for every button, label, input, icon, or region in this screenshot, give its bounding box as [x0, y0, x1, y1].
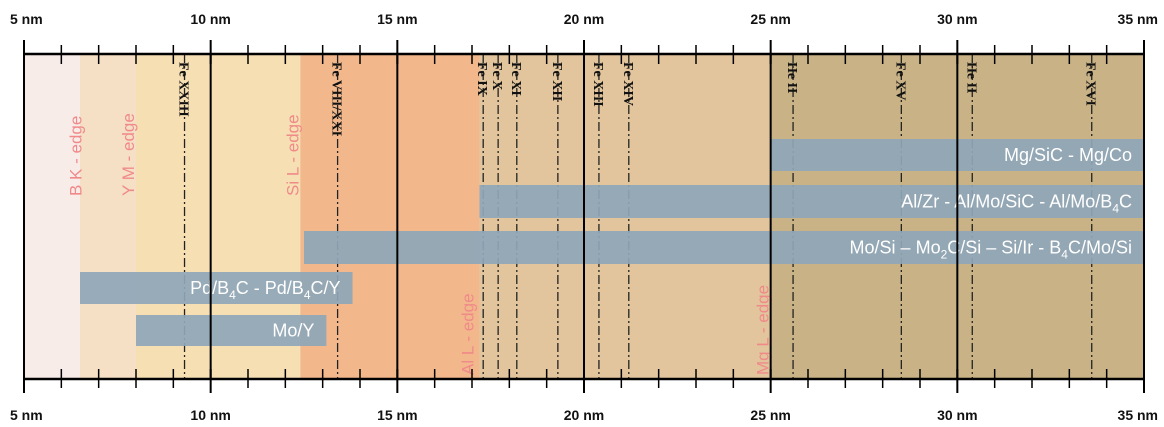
- top-tick-label: 5 nm: [10, 11, 43, 27]
- coating-band: [80, 272, 353, 304]
- edge-label: Y M - edge: [119, 113, 138, 196]
- emission-line-label: Fe XI: [508, 62, 523, 96]
- top-tick-label: 20 nm: [564, 11, 604, 27]
- top-tick-label: 25 nm: [750, 11, 790, 27]
- top-tick-label: 35 nm: [1118, 11, 1158, 27]
- emission-line-label: Fe X: [489, 62, 504, 90]
- region-3: [300, 54, 480, 379]
- emission-line-label: Fe XXIII: [176, 62, 191, 117]
- coating-band: [136, 315, 327, 346]
- bottom-tick-label: 15 nm: [377, 407, 417, 423]
- bottom-tick-label: 20 nm: [564, 407, 604, 423]
- bottom-tick-label: 10 nm: [190, 407, 230, 423]
- emission-line-label: He II: [784, 62, 799, 94]
- emission-line-label: Fe XII: [549, 62, 564, 101]
- emission-line-label: Fe XV: [892, 62, 907, 101]
- coating-band-label: Mo/Si – Mo2C/Si – Si/Ir - B4C/Mo/Si: [850, 238, 1132, 262]
- top-tick-label: 10 nm: [190, 11, 230, 27]
- coating-bands: Mg/SiC - Mg/Co Al/Zr - Al/Mo/SiC - Al/Mo/…: [80, 139, 1144, 346]
- emission-line-label: Fe XVI: [1083, 62, 1098, 106]
- bottom-tick-label: 30 nm: [937, 407, 977, 423]
- absorption-edges: B K - edge Y M - edge Si L - edge Al L - ed…: [67, 113, 773, 375]
- emission-line-label: He II: [963, 62, 978, 94]
- coating-band-label: Pd/B4C - Pd/B4C/Y: [190, 278, 340, 302]
- top-tick-label: 15 nm: [377, 11, 417, 27]
- emission-line-label: Fe IX: [474, 62, 489, 96]
- coating-band-label: Mg/SiC - Mg/Co: [1004, 145, 1132, 165]
- bottom-tick-label: 35 nm: [1118, 407, 1158, 423]
- bottom-tick-label: 5 nm: [10, 407, 43, 423]
- edge-label: Mg L - edge: [754, 285, 773, 375]
- edge-label: Si L - edge: [283, 114, 302, 196]
- region-0: [24, 54, 80, 379]
- coating-band-label: Mo/Y: [272, 321, 314, 341]
- coating-band: [304, 231, 1144, 264]
- axes: 5 nm 5 nm 10 nm 10 nm 15 nm 15 nm 20 nm 20 nm 25…: [10, 11, 1158, 423]
- emission-lines: Fe XXIII Fe VIII/XXI Fe IX Fe X Fe XI Fe XII F…: [176, 54, 1098, 379]
- region-1: [80, 54, 136, 379]
- emission-line-label: Fe VIII/XXI: [329, 62, 344, 136]
- edge-label: Al L - edge: [459, 293, 478, 375]
- coating-band-label: Al/Zr - Al/Mo/SiC - Al/Mo/B4C: [901, 192, 1132, 216]
- emission-line-label: Fe XIII: [590, 62, 605, 107]
- coating-band: [479, 185, 1144, 218]
- bottom-tick-label: 25 nm: [750, 407, 790, 423]
- edge-label: B K - edge: [67, 116, 86, 196]
- emission-line-label: Fe XIV: [620, 62, 635, 106]
- top-tick-label: 30 nm: [937, 11, 977, 27]
